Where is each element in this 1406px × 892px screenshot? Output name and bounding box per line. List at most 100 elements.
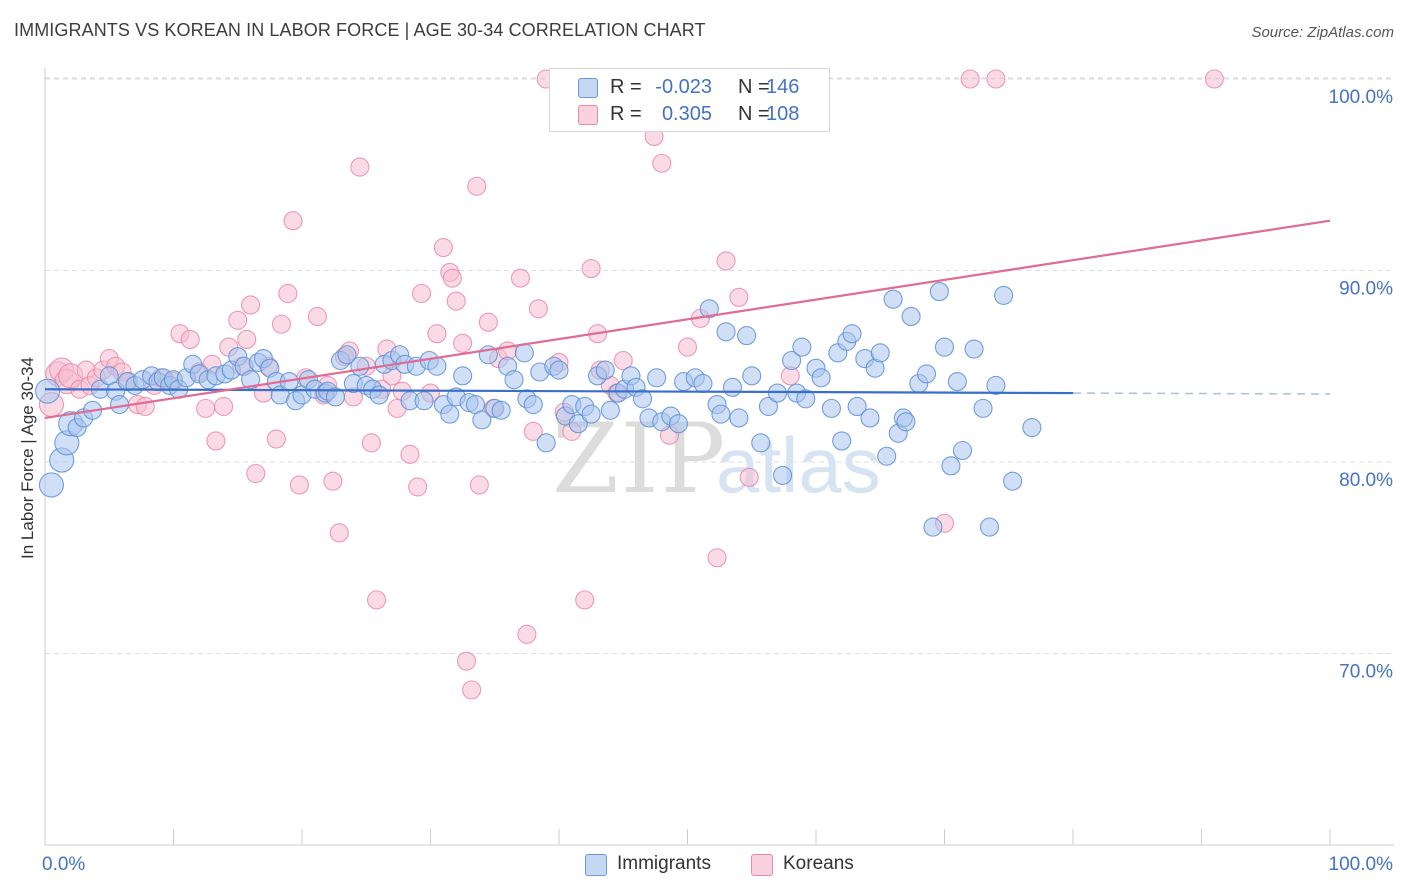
korean-point [271, 314, 291, 334]
immigrant-point [427, 356, 447, 376]
legend-n-value: 108 [766, 103, 800, 125]
korean-point [528, 299, 548, 319]
korean-point [729, 287, 749, 307]
korean-point [241, 295, 261, 315]
legend-label-immigrants: Immigrants [617, 853, 711, 874]
koreans-trend-line [44, 219, 1331, 420]
immigrants-trend-extension [1072, 392, 1331, 395]
korean-point [446, 291, 466, 311]
korean-point [283, 211, 303, 231]
korean-point [206, 431, 226, 451]
y-tick-label: 70.0% [1339, 662, 1393, 683]
korean-point [237, 329, 257, 349]
legend-swatch-koreans [578, 105, 598, 125]
immigrant-point [325, 387, 345, 407]
legend-n-value: 146 [766, 76, 800, 98]
y-tick-label: 100.0% [1329, 87, 1394, 108]
legend-row-koreans: R = 0.305 N = 108 [550, 100, 829, 128]
immigrant-point [337, 345, 357, 365]
korean-point [246, 463, 266, 484]
korean-point [707, 548, 727, 568]
immigrants-trend-line [44, 388, 1074, 395]
immigrant-point [941, 456, 961, 476]
immigrant-point [964, 339, 984, 359]
immigrant-point [883, 289, 903, 309]
immigrant-point [414, 391, 434, 411]
correlation-legend: R = -0.023 N = 146 R = 0.305 N = 108 [549, 68, 830, 132]
immigrant-point [929, 282, 949, 302]
chart-title: IMMIGRANTS VS KOREAN IN LABOR FORCE | AG… [14, 20, 706, 40]
immigrant-point [979, 517, 1000, 537]
immigrant-point [792, 337, 812, 357]
korean-point [517, 624, 537, 644]
immigrant-point [811, 368, 831, 388]
immigrant-point [758, 396, 779, 417]
immigrant-point [860, 408, 880, 428]
legend-r-label: R = [610, 76, 642, 98]
immigrant-point [923, 517, 943, 537]
immigrant-point [742, 366, 762, 386]
korean-point [266, 429, 286, 449]
korean-point [180, 329, 200, 349]
immigrant-point [472, 410, 492, 430]
y-tick-label: 90.0% [1339, 279, 1393, 300]
x-tick-label: 100.0% [1329, 854, 1394, 875]
korean-point [307, 306, 327, 327]
immigrant-point [1022, 417, 1042, 438]
immigrant-point [568, 414, 588, 434]
korean-point [196, 398, 216, 418]
korean-point [400, 444, 420, 464]
korean-point [442, 268, 462, 288]
immigrant-point [832, 431, 852, 451]
immigrant-point [847, 396, 867, 417]
korean-point [433, 237, 453, 258]
immigrant-point [504, 370, 524, 390]
legend-swatch-immigrants [585, 854, 607, 876]
immigrant-point [549, 360, 569, 380]
korean-point [677, 337, 698, 357]
korean-point [739, 467, 759, 487]
legend-swatch-immigrants [578, 78, 598, 98]
korean-point [467, 176, 487, 196]
korean-point [135, 396, 155, 417]
immigrant-point [737, 326, 757, 346]
watermark-atlas: atlas [716, 421, 881, 509]
immigrant-point [973, 398, 993, 418]
korean-point [960, 69, 980, 89]
korean-point [469, 475, 489, 495]
immigrant-point [369, 385, 389, 405]
legend-swatch-koreans [751, 854, 773, 876]
immigrant-point [782, 350, 802, 371]
immigrant-point [600, 400, 620, 420]
korean-point [350, 157, 370, 177]
legend-row-immigrants: R = -0.023 N = 146 [550, 73, 829, 101]
immigrant-point [722, 377, 743, 397]
korean-point [581, 259, 601, 279]
immigrant-point [877, 446, 897, 466]
korean-point [652, 153, 672, 173]
trend-lines [44, 219, 1331, 420]
immigrant-point [536, 433, 556, 453]
korean-point [228, 310, 248, 330]
legend-label-koreans: Koreans [783, 853, 854, 874]
korean-point [366, 590, 387, 610]
korean-point [214, 396, 234, 417]
immigrant-point [901, 306, 921, 327]
korean-point [411, 283, 432, 304]
series-legend: Immigrants Koreans [0, 852, 1406, 878]
immigrant-point [729, 408, 749, 428]
immigrant-point [716, 322, 736, 342]
immigrant-point [711, 404, 731, 424]
immigrant-point [668, 414, 689, 434]
legend-r-value: -0.023 [655, 76, 712, 98]
immigrant-point [453, 366, 473, 386]
korean-point [329, 523, 349, 543]
korean-point [478, 312, 498, 332]
immigrant-point [947, 372, 967, 392]
korean-point [408, 477, 428, 497]
immigrant-point [986, 375, 1006, 395]
immigrant-point [581, 404, 601, 424]
immigrant-point [647, 368, 667, 388]
korean-point [361, 433, 381, 453]
